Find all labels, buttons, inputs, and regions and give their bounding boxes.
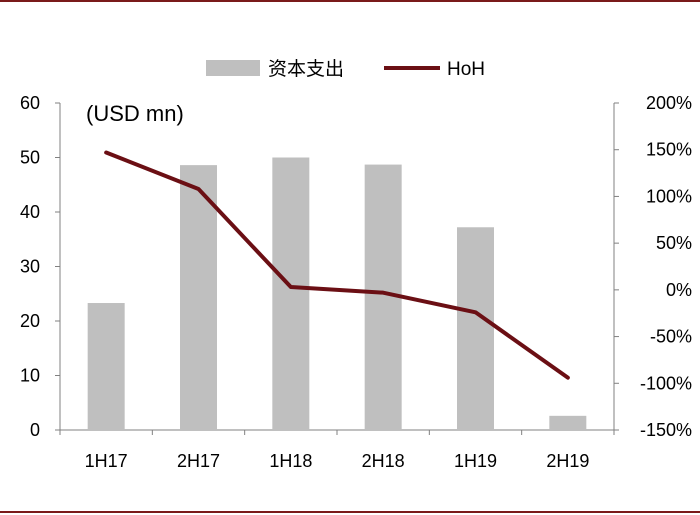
bar-1H18 [272,157,310,430]
x-tick-label: 2H19 [546,451,589,471]
bar-2H19 [549,415,587,430]
left-tick-label: 10 [20,366,40,386]
right-axis-ticks: -150% -100% -50% 0% 50% 100% 150% 200% [614,93,692,440]
x-tick-label: 1H18 [269,451,312,471]
right-tick-label: -150% [640,420,692,440]
left-tick-label: 30 [20,257,40,277]
right-tick-label: -100% [640,373,692,393]
bar-1H19 [457,227,494,430]
right-tick-label: 100% [646,186,692,206]
left-tick-label: 50 [20,148,40,168]
right-tick-label: 50% [656,233,692,253]
unit-label: (USD mn) [86,101,184,126]
x-tick-label: 1H17 [85,451,128,471]
legend-bar-label: 资本支出 [268,58,344,80]
x-axis-ticks: 1H17 2H17 1H18 2H18 1H19 2H19 [59,430,615,471]
x-tick-label: 2H17 [177,451,220,471]
right-tick-label: 150% [646,140,692,160]
x-tick-label: 1H19 [454,451,497,471]
legend: 资本支出 HoH [206,58,485,80]
bar-series [87,157,587,430]
left-tick-label: 0 [30,420,40,440]
left-tick-label: 20 [20,311,40,331]
line-series [104,150,570,380]
legend-bar-swatch [206,60,260,76]
left-tick-label: 60 [20,93,40,113]
right-tick-label: 0% [666,280,692,300]
hoh-line [104,150,570,380]
bar-1H17 [87,303,125,430]
right-tick-label: 200% [646,93,692,113]
left-axis-ticks: 0 10 20 30 40 50 60 [20,93,60,440]
bar-2H17 [180,165,217,430]
right-tick-label: -50% [650,327,692,347]
x-tick-label: 2H18 [362,451,405,471]
left-tick-label: 40 [20,202,40,222]
legend-line-label: HoH [447,59,485,80]
